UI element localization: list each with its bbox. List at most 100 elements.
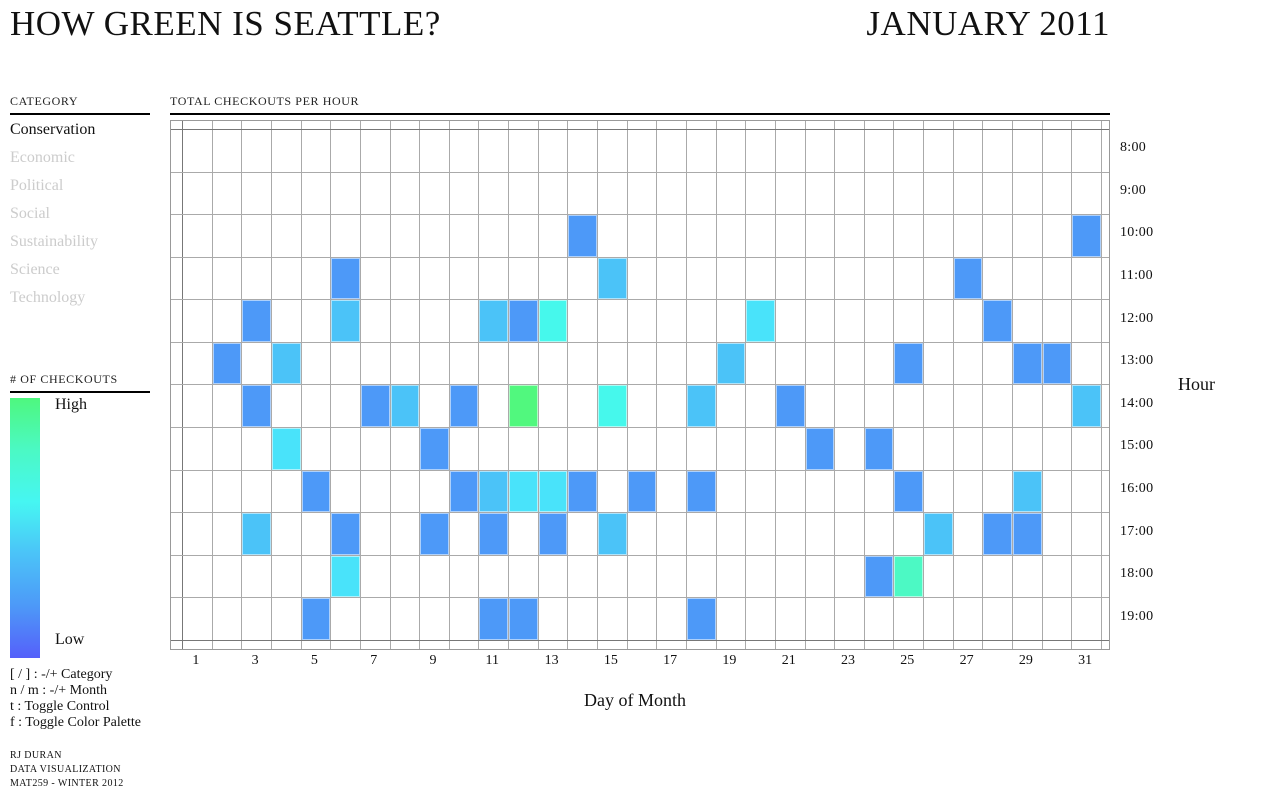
heatmap-cell-day6-12:00[interactable]: [331, 300, 360, 342]
heatmap-cell-day11-17:00[interactable]: [479, 513, 509, 555]
heatmap-cell-day31-14:00[interactable]: [1072, 385, 1101, 428]
heatmap-cell-day9-17:00[interactable]: [420, 513, 449, 555]
heatmap-cell-day4-15:00[interactable]: [271, 428, 301, 470]
hour-tick-10:00: 10:00: [1120, 225, 1154, 241]
grid-hline: [171, 512, 1109, 514]
heatmap-cell-day25-18:00[interactable]: [894, 555, 924, 598]
heatmap-cell-day22-15:00[interactable]: [805, 428, 835, 470]
heatmap-cell-day12-16:00[interactable]: [509, 470, 538, 513]
heatmap-cell-day14-10:00[interactable]: [568, 215, 598, 257]
heatmap-cell-day30-13:00[interactable]: [1042, 342, 1072, 385]
day-tick-27: 27: [959, 653, 974, 668]
heatmap-cell-day31-10:00[interactable]: [1072, 215, 1101, 257]
heatmap-cell-day13-12:00[interactable]: [538, 300, 568, 342]
category-item-political[interactable]: Political: [10, 177, 64, 194]
day-tick-29: 29: [1018, 653, 1033, 668]
heatmap-cell-day29-13:00[interactable]: [1013, 342, 1042, 385]
heatmap-cell-day28-12:00[interactable]: [983, 300, 1013, 342]
heatmap-cell-day5-19:00[interactable]: [301, 598, 331, 640]
grid-hline: [171, 554, 1109, 556]
heatmap-cell-day24-18:00[interactable]: [864, 555, 894, 598]
heatmap-cell-day15-17:00[interactable]: [598, 513, 627, 555]
day-tick-17: 17: [663, 653, 678, 668]
hour-tick-12:00: 12:00: [1120, 310, 1154, 326]
hour-tick-15:00: 15:00: [1120, 438, 1154, 454]
category-item-economic[interactable]: Economic: [10, 149, 75, 166]
category-item-science[interactable]: Science: [10, 261, 60, 278]
hour-tick-11:00: 11:00: [1120, 268, 1153, 284]
heatmap-cell-day3-12:00[interactable]: [242, 300, 271, 342]
hour-tick-18:00: 18:00: [1120, 566, 1154, 582]
heatmap-cell-day10-14:00[interactable]: [449, 385, 479, 428]
keyboard-shortcuts: [ / ] : -/+ Category n / m : -/+ Month t…: [10, 667, 141, 730]
day-tick-31: 31: [1078, 653, 1093, 668]
heatmap-cell-day20-12:00[interactable]: [746, 300, 775, 342]
heatmap-cell-day18-14:00[interactable]: [686, 385, 716, 428]
heatmap-cell-day13-16:00[interactable]: [538, 470, 568, 513]
legend-low-label: Low: [55, 631, 85, 648]
day-tick-5: 5: [310, 653, 318, 668]
heatmap-cell-day10-16:00[interactable]: [449, 470, 479, 513]
heatmap-cell-day11-12:00[interactable]: [479, 300, 509, 342]
grid-hline: [171, 214, 1109, 216]
grid-hline: [171, 427, 1109, 429]
grid-hline: [171, 171, 1109, 173]
heatmap-cell-day12-14:00[interactable]: [509, 385, 538, 428]
heatmap-cell-day12-12:00[interactable]: [509, 300, 538, 342]
heatmap-cell-day15-11:00[interactable]: [598, 257, 627, 300]
heatmap-cell-day29-16:00[interactable]: [1013, 470, 1042, 513]
heatmap-grid: [170, 120, 1110, 650]
category-item-social[interactable]: Social: [10, 205, 50, 222]
heatmap-cell-day27-11:00[interactable]: [953, 257, 983, 300]
category-item-technology[interactable]: Technology: [10, 289, 86, 306]
heatmap-cell-day12-19:00[interactable]: [509, 598, 538, 640]
heatmap-cell-day13-17:00[interactable]: [538, 513, 568, 555]
page-title: HOW GREEN IS SEATTLE?: [10, 4, 441, 43]
hour-tick-9:00: 9:00: [1120, 182, 1147, 198]
heatmap-cell-day5-16:00[interactable]: [301, 470, 331, 513]
heatmap-cell-day24-15:00[interactable]: [864, 428, 894, 470]
hour-tick-16:00: 16:00: [1120, 480, 1154, 496]
grid-hline: [171, 299, 1109, 301]
grid-hline: [171, 639, 1109, 641]
day-tick-21: 21: [781, 653, 796, 668]
heatmap-cell-day6-11:00[interactable]: [331, 257, 360, 300]
heatmap-cell-day14-16:00[interactable]: [568, 470, 598, 513]
heatmap-cell-day18-19:00[interactable]: [686, 598, 716, 640]
heatmap-cell-day15-14:00[interactable]: [598, 385, 627, 428]
heatmap-cell-day2-13:00[interactable]: [212, 342, 242, 385]
hour-tick-17:00: 17:00: [1120, 523, 1154, 539]
heatmap-cell-day21-14:00[interactable]: [775, 385, 805, 428]
grid-hline: [171, 341, 1109, 343]
heatmap-cell-day11-19:00[interactable]: [479, 598, 509, 640]
heatmap-cell-day8-14:00[interactable]: [390, 385, 420, 428]
heatmap-cell-day16-16:00[interactable]: [627, 470, 657, 513]
day-tick-7: 7: [370, 653, 378, 668]
day-tick-23: 23: [841, 653, 855, 668]
heatmap-cell-day6-17:00[interactable]: [331, 513, 360, 555]
heatmap-cell-day9-15:00[interactable]: [420, 428, 449, 470]
heatmap-cell-day11-16:00[interactable]: [479, 470, 509, 513]
heatmap-cell-day3-17:00[interactable]: [242, 513, 271, 555]
x-axis-title: Day of Month: [584, 690, 686, 710]
hour-tick-14:00: 14:00: [1120, 395, 1154, 411]
heatmap-cell-day26-17:00[interactable]: [924, 513, 953, 555]
heatmap-cell-day4-13:00[interactable]: [271, 342, 301, 385]
grid-hline: [171, 469, 1109, 471]
day-tick-1: 1: [192, 653, 200, 668]
heatmap-cell-day28-17:00[interactable]: [983, 513, 1013, 555]
heatmap-cell-day29-17:00[interactable]: [1013, 513, 1042, 555]
heatmap-cell-day6-18:00[interactable]: [331, 555, 360, 598]
heatmap-cell-day3-14:00[interactable]: [242, 385, 271, 428]
category-item-sustainability[interactable]: Sustainability: [10, 233, 98, 250]
heatmap-cell-day19-13:00[interactable]: [716, 342, 746, 385]
heatmap-cell-day25-13:00[interactable]: [894, 342, 924, 385]
heatmap-cell-day18-16:00[interactable]: [686, 470, 716, 513]
category-item-conservation[interactable]: Conservation: [10, 121, 96, 138]
heatmap-cell-day25-16:00[interactable]: [894, 470, 924, 513]
hour-tick-13:00: 13:00: [1120, 353, 1154, 369]
heatmap-cell-day7-14:00[interactable]: [360, 385, 390, 428]
chart-heading: TOTAL CHECKOUTS PER HOUR: [170, 94, 1110, 115]
credit-line: DATA VISUALIZATION: [10, 764, 121, 775]
